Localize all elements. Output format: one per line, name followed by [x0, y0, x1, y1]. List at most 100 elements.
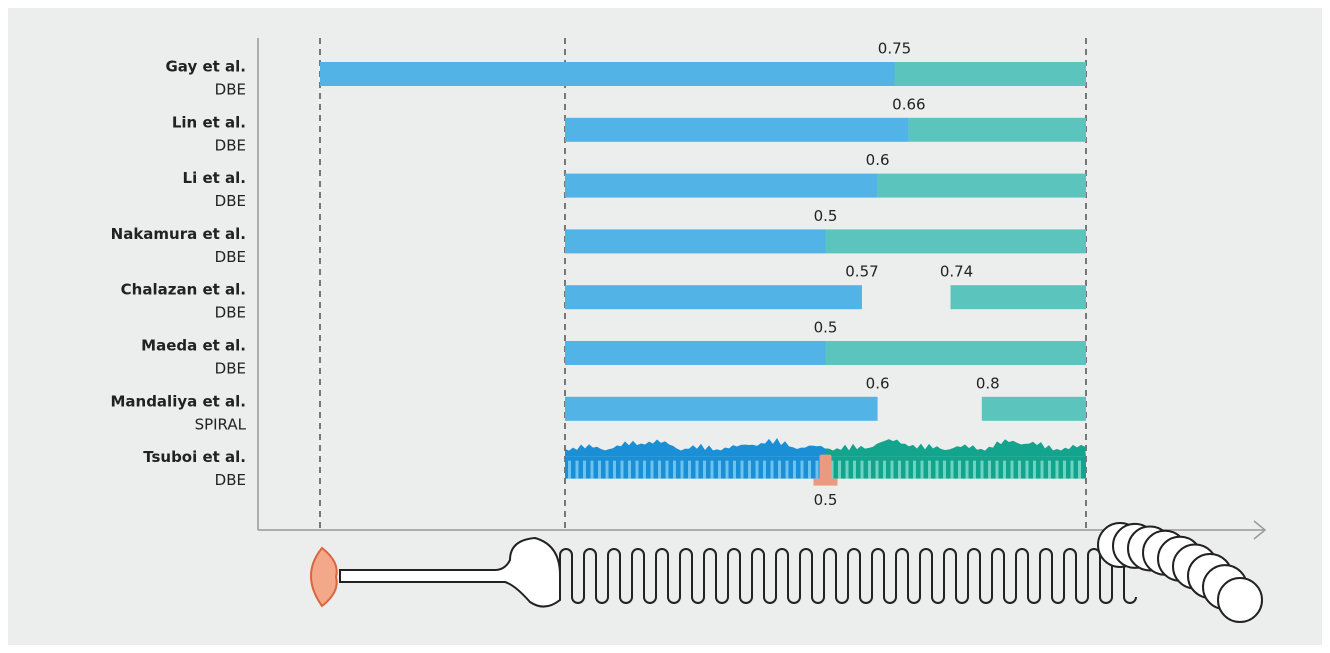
oral-bar	[320, 62, 895, 86]
villus-stripe	[928, 460, 931, 479]
villus-stripe	[695, 460, 699, 479]
capsule-marker	[819, 454, 832, 481]
esophagus-stomach	[339, 536, 561, 608]
anal-bar	[877, 173, 1086, 198]
value-label: 0.8	[976, 374, 1000, 392]
villus-stripe	[1040, 460, 1044, 479]
villus-stripe	[650, 460, 654, 479]
villus-stripe	[995, 460, 999, 479]
villus-stripe	[1070, 460, 1074, 479]
oral-bar	[565, 173, 878, 198]
villus-stripe	[980, 460, 984, 479]
villus-stripe	[898, 460, 901, 479]
villus-stripe	[1010, 460, 1014, 479]
villus-stripe	[943, 460, 946, 479]
villus-stripe	[973, 460, 976, 479]
value-label: 0.66	[892, 95, 925, 113]
study-name: Mandaliya et al.	[110, 392, 246, 410]
villus-stripe	[658, 460, 661, 479]
anal-bar	[825, 456, 1086, 479]
villi	[565, 438, 826, 457]
villus-stripe	[845, 460, 849, 479]
villus-stripe	[590, 460, 594, 479]
villus-stripe	[755, 460, 759, 479]
anal-bar	[950, 285, 1086, 310]
villus-stripe	[703, 460, 706, 479]
study-method: DBE	[215, 192, 246, 210]
villus-stripe	[770, 460, 774, 479]
villus-stripe	[808, 460, 811, 479]
small-bowel	[559, 548, 1137, 604]
villus-stripe	[680, 460, 684, 479]
villus-stripe	[598, 460, 601, 479]
villus-stripe	[793, 460, 796, 479]
lips	[310, 546, 338, 608]
villus-stripe	[860, 460, 864, 479]
villus-stripe	[1033, 460, 1036, 479]
anal-bar	[981, 396, 1086, 421]
villus-stripe	[605, 460, 609, 479]
axes	[257, 38, 1267, 540]
villus-stripe	[673, 460, 676, 479]
study-method: SPIRAL	[195, 415, 247, 433]
study-name: Lin et al.	[172, 113, 246, 131]
study-name: Chalazan et al.	[121, 281, 246, 299]
anal-bar	[894, 62, 1086, 86]
villus-stripe	[1048, 460, 1051, 479]
study-method: DBE	[215, 248, 246, 266]
villi	[825, 439, 1086, 457]
value-label: 0.5	[814, 207, 838, 225]
anal-bar	[825, 229, 1086, 254]
study-method: DBE	[215, 360, 246, 378]
study-name: Tsuboi et al.	[143, 448, 246, 466]
villus-stripe	[628, 460, 631, 479]
villus-stripe	[965, 460, 969, 479]
study-method: DBE	[215, 81, 246, 99]
value-label: 0.74	[940, 263, 973, 281]
value-label: 0.5	[814, 491, 838, 509]
anal-bar	[825, 341, 1086, 365]
villus-stripe	[620, 460, 624, 479]
villus-stripe	[883, 460, 886, 479]
villus-stripe	[935, 460, 939, 479]
villus-stripe	[988, 460, 991, 479]
oral-bar	[565, 117, 909, 142]
study-name: Nakamura et al.	[111, 225, 246, 243]
oral-bar	[565, 229, 826, 254]
villus-stripe	[748, 460, 751, 479]
villus-stripe	[1078, 460, 1081, 479]
study-method: DBE	[215, 304, 246, 322]
villus-stripe	[665, 460, 669, 479]
villus-stripe	[785, 460, 789, 479]
villus-stripe	[905, 460, 909, 479]
villus-stripe	[583, 460, 586, 479]
villus-stripe	[613, 460, 616, 479]
villus-stripe	[920, 460, 924, 479]
oral-bar	[565, 396, 878, 421]
value-label: 0.6	[866, 151, 890, 169]
villus-stripe	[830, 460, 834, 479]
villus-stripe	[1055, 460, 1059, 479]
villus-stripe	[1003, 460, 1006, 479]
villus-stripe	[718, 460, 721, 479]
axis-arrow	[1253, 520, 1267, 540]
villus-stripe	[688, 460, 691, 479]
villus-stripe	[913, 460, 916, 479]
villus-stripe	[710, 460, 714, 479]
villus-stripe	[778, 460, 781, 479]
villus-stripe	[725, 460, 729, 479]
villus-stripe	[740, 460, 744, 479]
villus-stripe	[635, 460, 639, 479]
capsule-marker	[813, 478, 838, 486]
study-name: Gay et al.	[165, 58, 246, 76]
villus-stripe	[950, 460, 954, 479]
villus-stripe	[763, 460, 766, 479]
villus-stripe	[1063, 460, 1066, 479]
villus-stripe	[815, 460, 819, 479]
value-label: 0.5	[814, 319, 838, 337]
villus-stripe	[568, 460, 571, 479]
oral-bar	[565, 341, 826, 365]
value-label: 0.75	[878, 40, 911, 58]
colon-segment	[1217, 577, 1263, 623]
